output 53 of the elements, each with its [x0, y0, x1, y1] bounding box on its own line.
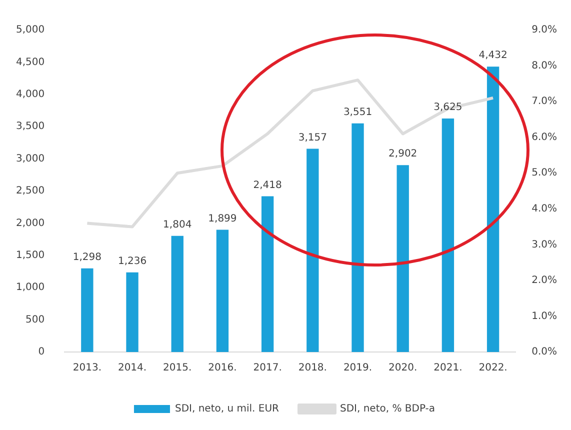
y2-tick-label: 1.0% — [532, 310, 557, 322]
y2-tick-label: 3.0% — [532, 239, 557, 250]
data-label: 3,551 — [343, 106, 372, 118]
data-label: 3,625 — [434, 102, 462, 114]
y-tick-label: 3,500 — [16, 121, 45, 132]
legend-label: SDI, neto, % BDP-a — [340, 404, 436, 415]
data-label: 3,157 — [298, 132, 327, 144]
y-tick-label: 5,000 — [16, 24, 45, 36]
y-tick-label: 2,000 — [16, 218, 45, 229]
y-tick-label: 2,500 — [16, 186, 45, 197]
bar — [306, 148, 319, 352]
x-tick-label: 2014. — [118, 362, 147, 374]
data-label: 1,899 — [208, 213, 237, 224]
y2-tick-label: 6.0% — [532, 132, 557, 143]
y2-tick-label: 4.0% — [532, 203, 557, 214]
bar — [171, 236, 184, 352]
y-tick-label: 1,500 — [16, 250, 45, 261]
x-tick-label: 2021. — [434, 362, 462, 374]
y-tick-label: 0 — [38, 346, 45, 358]
bar — [396, 165, 409, 352]
y-tick-label: 4,000 — [16, 88, 45, 100]
bar — [442, 118, 454, 352]
y-tick-label: 3,000 — [16, 153, 45, 164]
data-label: 1,236 — [118, 256, 147, 267]
x-tick-label: 2016. — [208, 362, 237, 374]
y2-tick-label: 7.0% — [532, 96, 557, 108]
x-tick-label: 2013. — [72, 362, 102, 374]
data-label: 2,418 — [253, 180, 282, 191]
legend-label: SDI, neto, u mil. EUR — [174, 404, 280, 415]
bar — [352, 123, 364, 352]
y2-tick-label: 2.0% — [532, 275, 557, 286]
x-tick-label: 2020. — [388, 362, 418, 374]
data-label: 1,804 — [163, 219, 192, 230]
bar — [216, 230, 229, 352]
bar — [261, 196, 274, 352]
x-tick-label: 2019. — [343, 362, 372, 374]
y2-tick-label: 8.0% — [532, 60, 557, 72]
y2-tick-label: 0.0% — [532, 346, 557, 358]
x-tick-label: 2017. — [253, 362, 282, 374]
x-tick-label: 2022. — [478, 362, 508, 374]
bar — [81, 268, 94, 352]
y-tick-label: 1,000 — [16, 282, 45, 294]
bar — [486, 66, 500, 352]
y2-tick-label: 5.0% — [532, 168, 557, 179]
x-tick-label: 2018. — [298, 362, 327, 374]
data-label: 4,432 — [478, 50, 508, 62]
x-tick-label: 2015. — [163, 362, 192, 374]
bar — [126, 272, 138, 352]
y-tick-label: 4,500 — [16, 56, 45, 68]
y-tick-label: 500 — [26, 314, 45, 326]
data-label: 1,298 — [72, 252, 102, 264]
y2-tick-label: 9.0% — [532, 24, 557, 36]
data-label: 2,902 — [388, 148, 418, 160]
